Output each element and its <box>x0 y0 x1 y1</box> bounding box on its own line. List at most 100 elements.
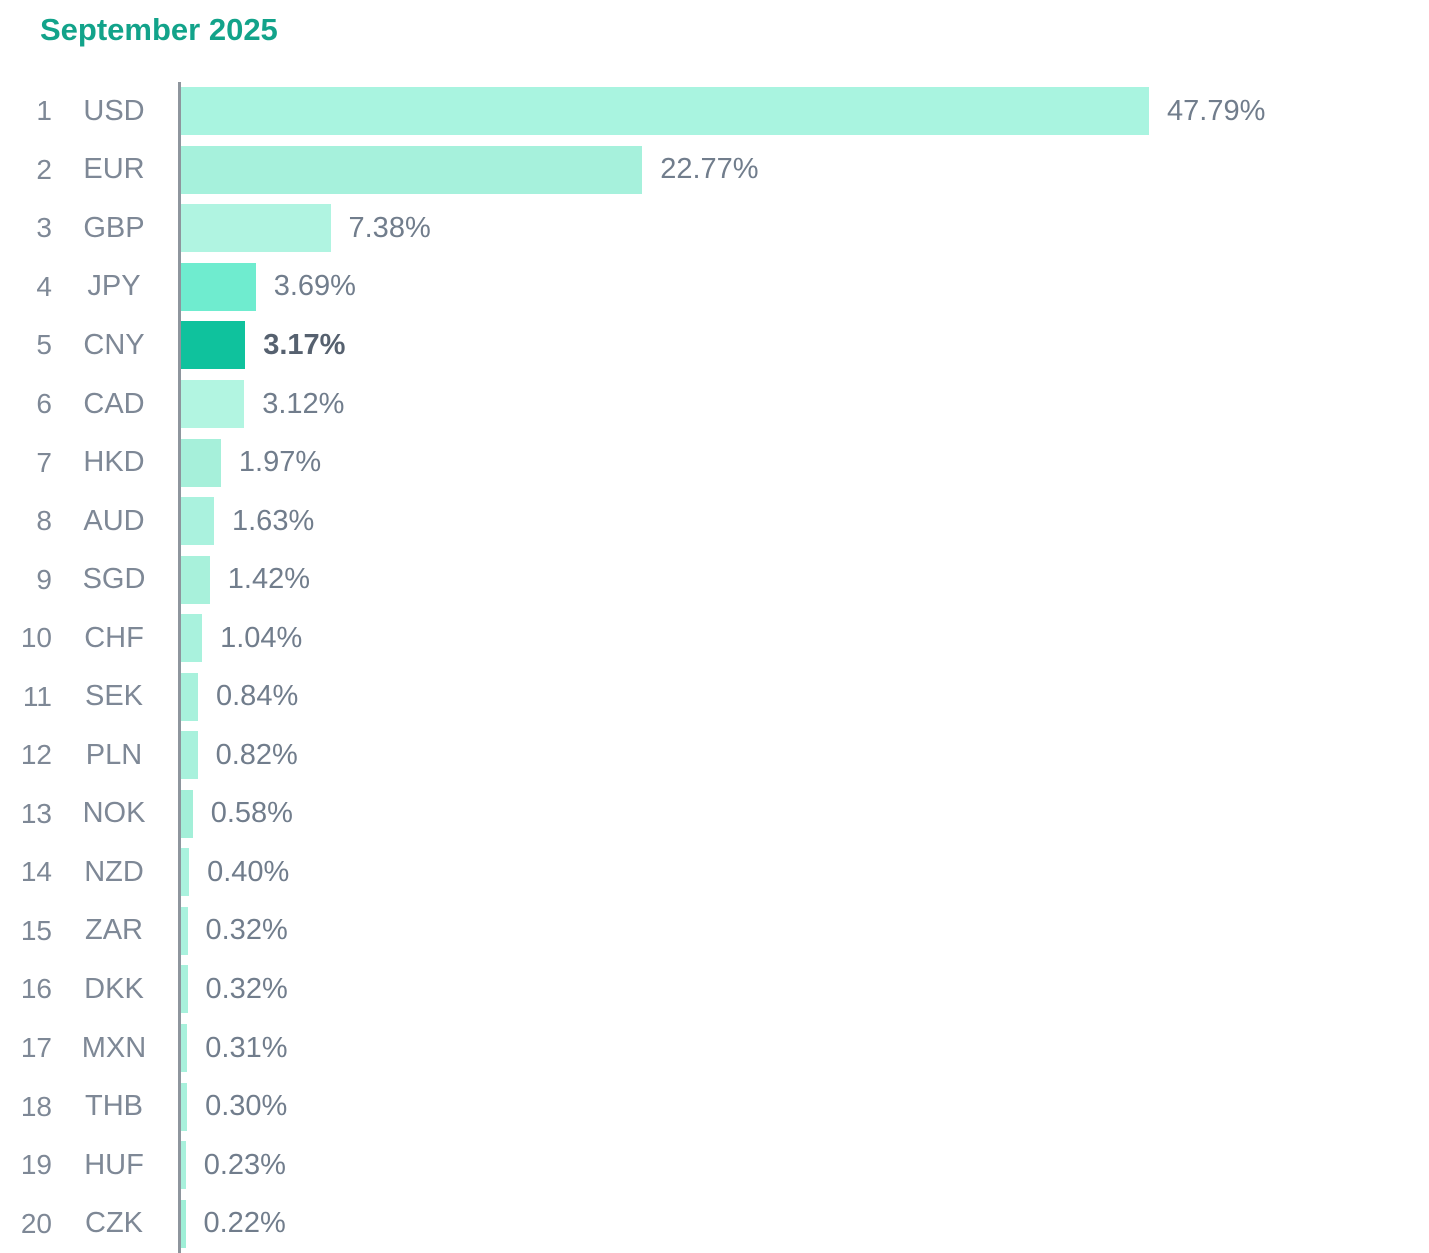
currency-code-label: THB <box>85 1090 143 1123</box>
value-label: 0.32% <box>205 972 288 1005</box>
chart-row-gbp: 3 GBP 7.38% <box>0 199 1429 258</box>
currency-code-label: ZAR <box>85 914 143 947</box>
rank-label: 14 <box>20 856 52 888</box>
plot-area: 22.77% <box>178 140 1429 200</box>
rank-label: 11 <box>22 680 52 712</box>
currency-code-label: PLN <box>85 738 143 771</box>
rank-label: 1 <box>36 95 52 127</box>
currency-code-label: MXN <box>81 1031 147 1064</box>
currency-code-label: GBP <box>83 211 145 244</box>
chart-row-huf: 19 HUF 0.23% <box>0 1135 1429 1195</box>
currency-code-label: SEK <box>84 680 144 713</box>
value-bar <box>181 1141 186 1190</box>
plot-area: 47.79% <box>178 82 1429 141</box>
value-bar <box>181 145 643 194</box>
plot-area: 1.97% <box>178 433 1429 492</box>
chart-row-thb: 18 THB 0.30% <box>0 1077 1429 1136</box>
currency-code-label: JPY <box>87 270 141 303</box>
chart-row-cny: 5 CNY 3.17% <box>0 316 1429 375</box>
rank-label: 17 <box>20 1032 52 1064</box>
value-bar <box>181 848 190 897</box>
value-label: 3.69% <box>273 270 356 303</box>
plot-area: 7.38% <box>178 199 1429 258</box>
rank-label: 10 <box>20 622 52 654</box>
plot-area: 0.22% <box>178 1194 1429 1253</box>
rank-label: 6 <box>36 388 52 419</box>
chart-row-jpy: 4 JPY 3.69% <box>0 257 1429 317</box>
chart-row-czk: 20 CZK 0.22% <box>0 1194 1429 1253</box>
currency-code-label: CZK <box>85 1207 143 1240</box>
plot-area: 0.32% <box>178 901 1429 961</box>
chart-row-cad: 6 CAD 3.12% <box>0 374 1429 434</box>
value-label: 0.22% <box>203 1207 286 1240</box>
value-bar <box>181 1082 188 1131</box>
rank-label: 16 <box>20 973 52 1005</box>
value-bar <box>181 731 198 780</box>
value-label: 0.58% <box>210 797 293 830</box>
chart-row-sek: 11 SEK 0.84% <box>0 667 1429 727</box>
rank-label: 7 <box>36 446 52 478</box>
plot-area: 1.04% <box>178 608 1429 668</box>
plot-area: 1.63% <box>178 491 1429 551</box>
currency-code-label: CAD <box>83 387 145 420</box>
currency-code-label: DKK <box>84 972 144 1005</box>
value-label: 47.79% <box>1167 94 1266 127</box>
currency-code-label: NOK <box>82 797 146 830</box>
chart-row-zar: 15 ZAR 0.32% <box>0 901 1429 961</box>
value-label: 1.97% <box>238 446 322 479</box>
rank-label: 9 <box>36 563 52 595</box>
rank-label: 13 <box>20 797 52 829</box>
plot-area: 3.12% <box>178 374 1429 434</box>
value-label: 0.84% <box>216 680 299 713</box>
value-label: 0.82% <box>215 738 298 771</box>
value-bar <box>181 262 256 311</box>
chart-row-usd: 1 USD 47.79% <box>0 82 1429 141</box>
plot-area: 0.32% <box>178 960 1429 1019</box>
rank-label: 2 <box>36 153 52 185</box>
value-label: 0.23% <box>203 1148 286 1181</box>
value-label: 7.38% <box>348 211 431 244</box>
plot-area: 0.23% <box>178 1135 1429 1195</box>
value-bar <box>181 1199 186 1248</box>
value-bar <box>181 965 188 1014</box>
rank-label: 18 <box>20 1090 52 1122</box>
value-bar <box>181 204 331 253</box>
rank-label: 3 <box>36 212 52 244</box>
rank-label: 12 <box>20 739 52 771</box>
currency-code-label: HUF <box>84 1148 144 1181</box>
value-label: 1.63% <box>232 504 315 537</box>
chart-row-chf: 10 CHF 1.04% <box>0 608 1429 668</box>
value-bar <box>181 87 1149 136</box>
plot-area: 0.82% <box>178 726 1429 785</box>
rank-label: 4 <box>36 270 52 302</box>
value-bar <box>181 614 203 663</box>
value-label: 22.77% <box>660 153 759 186</box>
value-bar <box>181 1024 188 1073</box>
chart-row-dkk: 16 DKK 0.32% <box>0 960 1429 1019</box>
plot-area: 0.30% <box>178 1077 1429 1136</box>
value-bar <box>181 380 245 428</box>
chart-row-mxn: 17 MXN 0.31% <box>0 1018 1429 1078</box>
plot-area: 0.40% <box>178 843 1429 902</box>
currency-code-label: CNY <box>83 328 145 361</box>
plot-area: 1.42% <box>178 550 1429 609</box>
chart-row-nzd: 14 NZD 0.40% <box>0 843 1429 902</box>
plot-area: 3.69% <box>178 257 1429 317</box>
currency-code-label: AUD <box>83 504 145 537</box>
value-label: 1.42% <box>227 563 311 596</box>
value-bar <box>181 906 188 955</box>
value-bar <box>181 672 198 721</box>
value-label: 0.31% <box>205 1031 288 1064</box>
value-label: 0.30% <box>205 1090 288 1123</box>
currency-code-label: HKD <box>83 446 145 479</box>
rank-label: 15 <box>20 914 52 946</box>
currency-code-label: USD <box>83 94 145 127</box>
value-label: 3.12% <box>262 387 345 420</box>
value-label: 3.17% <box>263 328 346 361</box>
value-label: 0.40% <box>207 855 290 888</box>
plot-area: 0.58% <box>178 784 1429 844</box>
value-bar <box>181 497 214 546</box>
currency-code-label: SGD <box>82 563 146 596</box>
chart-row-hkd: 7 HKD 1.97% <box>0 433 1429 492</box>
